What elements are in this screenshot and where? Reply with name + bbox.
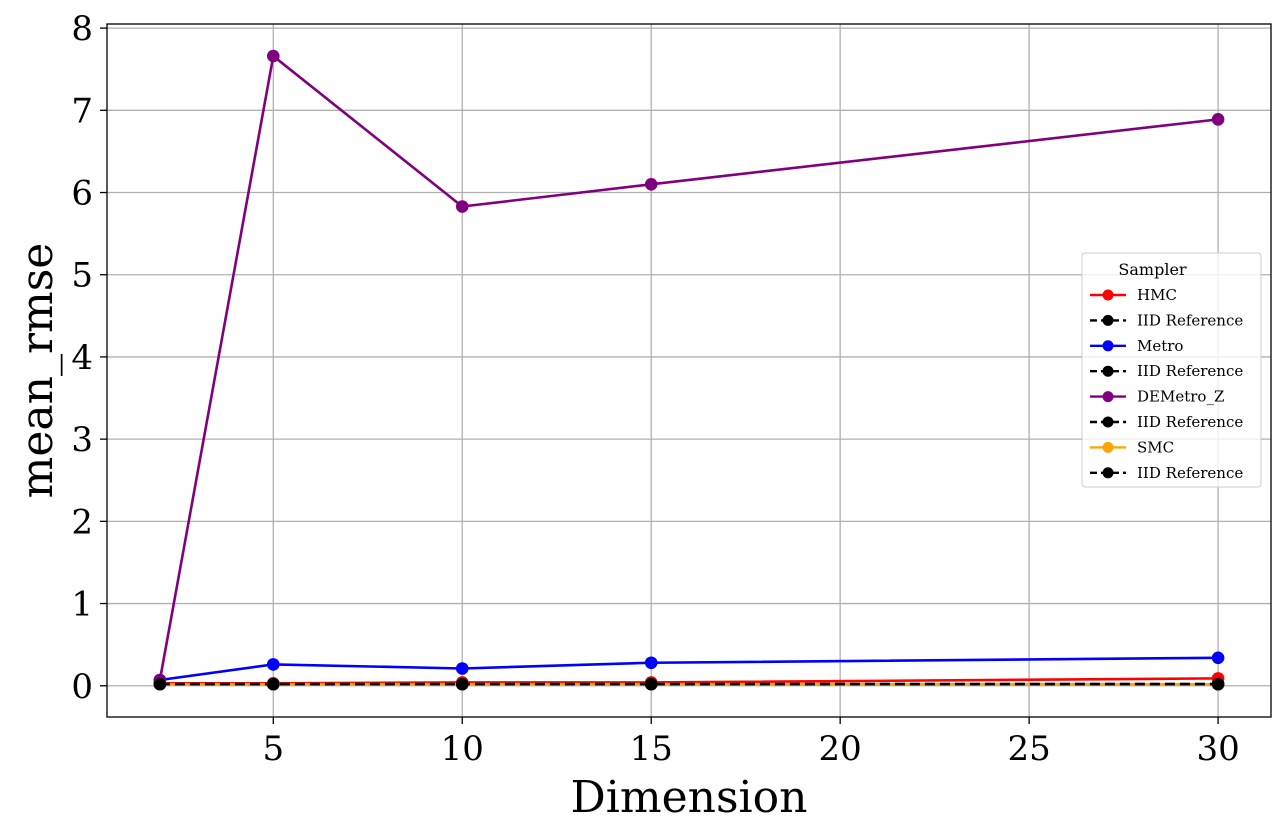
x-axis-label: Dimension <box>571 772 808 823</box>
legend-label: IID Reference <box>1137 464 1243 482</box>
series-line <box>159 677 1219 685</box>
y-tick-label: 7 <box>71 91 93 131</box>
legend-label: Metro <box>1137 337 1183 355</box>
data-point <box>644 677 658 691</box>
legend-entry: DEMetro_Z <box>1090 388 1224 406</box>
plot-frame <box>106 23 1272 718</box>
y-tick-label: 0 <box>71 667 93 707</box>
legend-swatch-marker <box>1102 289 1114 301</box>
legend-swatch-marker <box>1102 467 1114 479</box>
legend-swatch-marker <box>1102 391 1114 403</box>
x-tick-label: 10 <box>441 729 484 769</box>
y-tick-label: 5 <box>71 256 93 296</box>
data-point <box>1211 113 1225 126</box>
legend-swatch-marker <box>1102 441 1114 453</box>
data-point <box>266 677 280 691</box>
legend-label: DEMetro_Z <box>1137 388 1224 406</box>
data-point <box>455 200 469 213</box>
data-point <box>153 677 167 691</box>
data-point <box>644 656 658 670</box>
legend-label: HMC <box>1137 286 1177 304</box>
series-layer <box>153 49 1225 691</box>
legend-entries: HMC IID Reference Metro IID Reference DEMetr… <box>1090 286 1243 482</box>
x-tick-label: 20 <box>819 729 862 769</box>
legend-label: IID Reference <box>1137 362 1243 380</box>
legend-entry: IID Reference <box>1090 311 1243 329</box>
y-tick-label: 3 <box>71 420 93 460</box>
legend-entry: HMC <box>1090 286 1177 304</box>
x-tick-label: 5 <box>262 729 284 769</box>
data-point <box>644 178 658 191</box>
legend-swatch-marker <box>1102 416 1114 428</box>
legend-label: IID Reference <box>1137 311 1243 329</box>
x-tick-label: 15 <box>630 729 673 769</box>
data-point <box>1211 677 1225 691</box>
y-tick-label: 2 <box>71 502 93 542</box>
legend-entry: IID Reference <box>1090 362 1243 380</box>
legend-swatch-marker <box>1102 340 1114 352</box>
legend: Sampler HMC IID Reference Metro IID Referen… <box>1081 252 1262 488</box>
y-axis-label: mean_rmse <box>12 243 63 499</box>
ticks: 5 10 15 20 25 30 0 1 2 3 4 5 6 7 8 <box>71 9 1239 769</box>
legend-label: IID Reference <box>1137 413 1243 431</box>
y-tick-label: 8 <box>71 9 93 49</box>
legend-swatch-marker <box>1102 314 1114 326</box>
y-tick-label: 4 <box>71 338 93 378</box>
legend-swatch-marker <box>1102 365 1114 377</box>
legend-entry: Metro <box>1090 337 1183 355</box>
series-4 <box>153 49 1225 687</box>
series-line <box>159 656 1219 682</box>
legend-entry: SMC <box>1090 438 1174 456</box>
series-2 <box>153 651 1225 687</box>
y-tick-label: 1 <box>71 585 93 625</box>
series-0 <box>153 672 1225 690</box>
data-point <box>1211 651 1225 665</box>
x-tick-label: 25 <box>1007 729 1050 769</box>
legend-label: SMC <box>1137 438 1174 456</box>
legend-entry: IID Reference <box>1090 413 1243 431</box>
legend-title: Sampler <box>1118 260 1187 279</box>
data-point <box>266 49 280 63</box>
y-tick-label: 6 <box>71 174 93 214</box>
series-line <box>158 54 1219 681</box>
series-7 <box>153 677 1225 691</box>
data-point <box>266 658 280 671</box>
x-tick-label: 30 <box>1196 729 1239 769</box>
legend-box <box>1081 252 1262 488</box>
data-point <box>455 662 469 675</box>
legend-entry: IID Reference <box>1090 464 1243 482</box>
data-point <box>455 677 469 691</box>
